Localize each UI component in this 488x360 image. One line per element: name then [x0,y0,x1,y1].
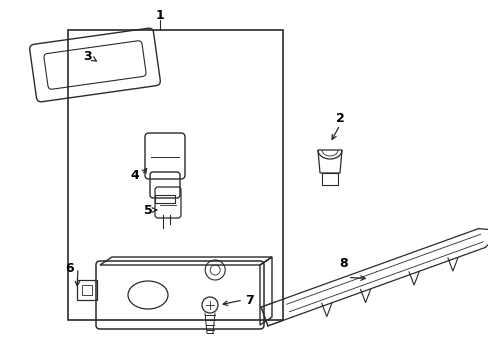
Text: 2: 2 [335,112,344,125]
Text: 6: 6 [65,261,74,274]
Text: 5: 5 [143,203,152,216]
Bar [77,280,97,300]
Bar [82,285,92,295]
Text: 4: 4 [130,168,139,181]
Text: 1: 1 [155,9,164,22]
Bar [68,30,283,320]
Text: 8: 8 [339,257,347,270]
Text: 7: 7 [245,293,254,306]
Bar [155,195,175,203]
Text: 3: 3 [83,50,92,63]
Bar [321,173,337,185]
